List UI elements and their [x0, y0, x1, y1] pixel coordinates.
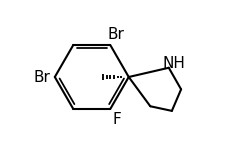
Text: NH: NH: [163, 56, 186, 71]
Text: Br: Br: [108, 27, 125, 42]
Text: Br: Br: [33, 69, 50, 85]
Text: F: F: [112, 112, 121, 127]
